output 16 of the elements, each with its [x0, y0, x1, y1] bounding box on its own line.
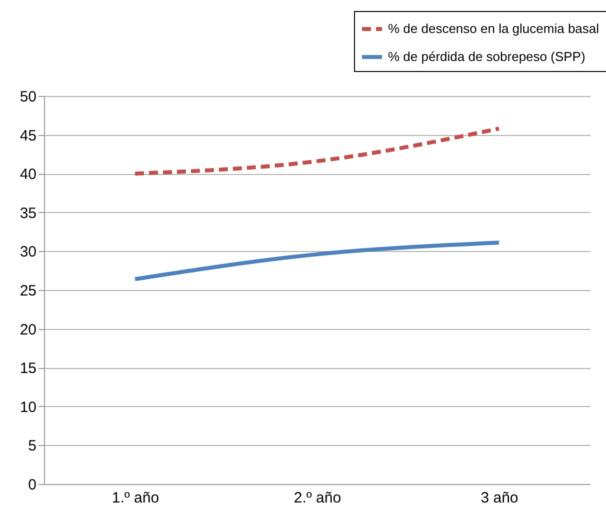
y-tick-label: 45 [20, 127, 36, 144]
y-tick-label: 40 [20, 166, 36, 184]
y-tick-label: 15 [20, 360, 36, 378]
y-tick-label: 10 [20, 398, 36, 416]
y-tick-label: 30 [20, 244, 36, 261]
legend-label: % de descenso en la glucemia basal [388, 21, 600, 36]
y-tick-label: 0 [28, 476, 36, 494]
x-tick-label: 3 año [480, 490, 518, 506]
legend-label: % de pérdida de sobrepeso (SPP) [388, 49, 586, 64]
y-tick-label: 50 [20, 88, 36, 106]
y-tick-label: 25 [20, 282, 36, 300]
x-tick-label: 1.º año [112, 490, 160, 506]
x-tick-label: 2.º año [294, 490, 342, 506]
y-tick-label: 5 [28, 438, 36, 455]
y-tick-label: 20 [20, 321, 36, 338]
y-tick-label: 35 [20, 204, 36, 222]
